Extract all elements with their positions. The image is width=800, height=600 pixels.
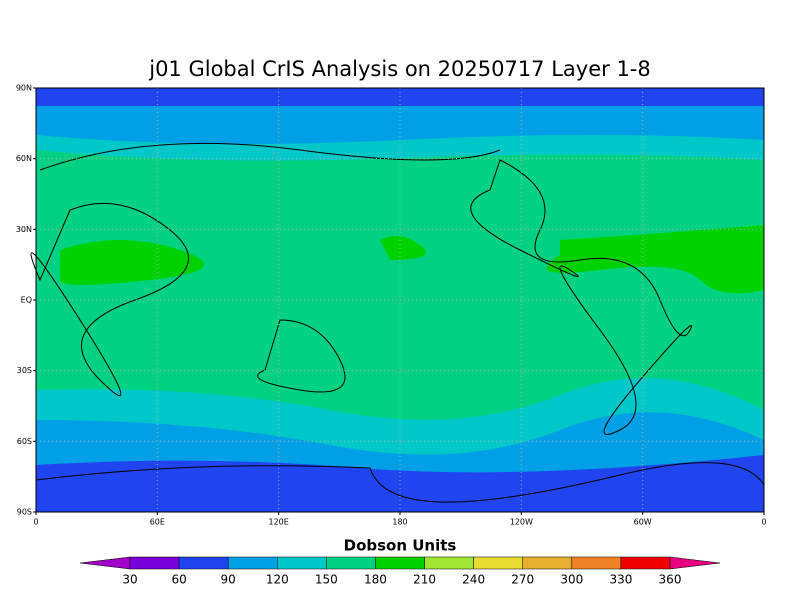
colorbar-box xyxy=(178,556,229,570)
y-tick-label: EQ xyxy=(21,296,32,305)
colorbar-box xyxy=(326,556,376,570)
colorbar-box xyxy=(129,556,180,570)
y-tick-label: 90S xyxy=(17,508,32,517)
x-tick-label: 0 xyxy=(33,518,38,527)
patch xyxy=(380,236,426,260)
colorbar-tick-label: 90 xyxy=(221,573,236,587)
colorbar-tick-label: 210 xyxy=(413,573,436,587)
coastline xyxy=(30,202,189,397)
colorbar-box xyxy=(620,556,671,570)
y-tick-label: 60N xyxy=(16,154,32,163)
coastline xyxy=(35,462,765,503)
y-tick-label: 30S xyxy=(17,366,32,375)
coastline xyxy=(39,142,501,171)
colorbar-over xyxy=(669,556,721,570)
colorbar-tick-label: 270 xyxy=(511,573,534,587)
colorbar-tick-label: 360 xyxy=(659,573,682,587)
colorbar-tick-label: 150 xyxy=(315,573,338,587)
colorbar-tick-label: 240 xyxy=(462,573,485,587)
patch xyxy=(60,240,204,285)
x-tick-label: 120E xyxy=(269,518,289,527)
y-tick-label: 30N xyxy=(16,225,32,234)
colorbar-tick-label: 60 xyxy=(171,573,186,587)
y-tick-label: 60S xyxy=(17,437,32,446)
band xyxy=(36,455,764,512)
colorbar-box xyxy=(424,556,474,570)
colorbar-box xyxy=(227,556,278,570)
title: j01 Global CrIS Analysis on 20250717 Lay… xyxy=(148,57,651,81)
x-tick-label: 60E xyxy=(150,518,165,527)
frame xyxy=(35,87,765,513)
colorbar-tick-label: 30 xyxy=(122,573,137,587)
colorbar-tick-label: 120 xyxy=(266,573,289,587)
colorbar-box xyxy=(522,556,573,570)
patch xyxy=(546,225,764,294)
x-tick-label: 180 xyxy=(392,518,407,527)
colorbar-under xyxy=(79,556,131,570)
colorbar-box xyxy=(277,556,327,570)
colorbar-tick-label: 180 xyxy=(364,573,387,587)
colorbar-box xyxy=(473,556,523,570)
colorbar-box xyxy=(571,556,622,570)
colorbar-label: Dobson Units xyxy=(344,537,457,555)
colorbar-tick-label: 300 xyxy=(560,573,583,587)
colorbar-box xyxy=(375,556,425,570)
coastline xyxy=(257,319,346,393)
x-tick-label: 60W xyxy=(634,518,652,527)
x-tick-label: 120W xyxy=(510,518,533,527)
colorbar-tick-label: 330 xyxy=(609,573,632,587)
y-tick-label: 90N xyxy=(16,84,32,93)
x-tick-label: 0 xyxy=(761,518,766,527)
coastline xyxy=(470,159,692,435)
